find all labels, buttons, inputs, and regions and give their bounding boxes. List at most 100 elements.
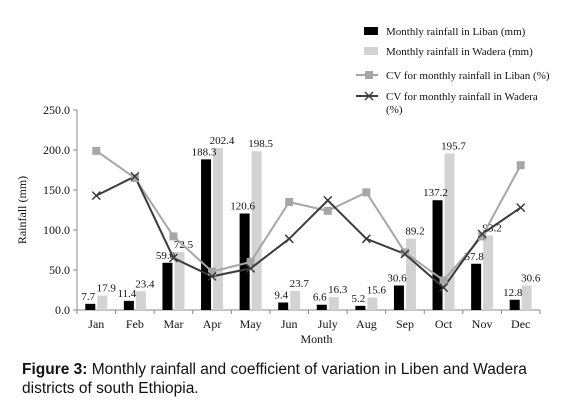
x-tick-label: Sep — [396, 317, 414, 331]
x-tick-label: July — [318, 317, 338, 331]
x-tick-label: Feb — [126, 317, 144, 331]
bar-wadera — [367, 297, 378, 310]
bar-wadera — [483, 235, 494, 310]
cv-marker-wadera — [439, 283, 449, 293]
data-label-liban: 30.6 — [387, 273, 407, 285]
figure-caption: Figure 3: Monthly rainfall and coefficie… — [22, 360, 547, 398]
cv-marker-wadera — [361, 234, 371, 244]
cv-marker-wadera — [130, 171, 140, 181]
data-label-wadera: 15.6 — [367, 285, 387, 297]
y-tick-label: 150.0 — [43, 183, 70, 197]
data-label-wadera: 30.6 — [521, 273, 541, 285]
legend-swatch-wadera-rainfall — [364, 47, 378, 55]
bar-liban — [432, 200, 443, 310]
data-label-liban: 6.6 — [313, 292, 327, 304]
bar-wadera — [405, 238, 416, 310]
data-label-liban: 57.8 — [465, 251, 485, 263]
bar-liban — [123, 300, 134, 310]
cv-marker-liban — [130, 174, 139, 182]
data-label-wadera: 195.7 — [441, 140, 466, 152]
y-tick-label: 100.0 — [43, 223, 70, 237]
bar-liban — [201, 159, 212, 310]
cv-marker-wadera — [516, 203, 526, 213]
data-label-liban: 12.8 — [503, 287, 523, 299]
x-tick-label: Oct — [435, 317, 453, 331]
cv-marker-liban — [516, 161, 525, 170]
data-label-liban: 5.2 — [352, 293, 366, 305]
bar-wadera — [521, 285, 532, 310]
cv-marker-liban — [439, 276, 448, 285]
bar-wadera — [290, 291, 301, 310]
cv-line-wadera — [95, 175, 522, 290]
cv-marker-wadera — [477, 229, 487, 239]
bar-liban — [509, 299, 520, 310]
bar-liban — [239, 213, 250, 310]
cv-marker-wadera — [400, 249, 410, 259]
data-label-wadera: 17.9 — [97, 283, 117, 295]
x-tick-label: Jun — [281, 317, 298, 331]
data-label-liban: 120.6 — [230, 201, 255, 213]
x-tick-label: Mar — [163, 317, 183, 331]
legend-swatch-liban-rainfall — [364, 27, 378, 35]
data-label-wadera: 23.7 — [290, 278, 310, 290]
x-tick-label: Nov — [472, 317, 493, 331]
bar-liban — [393, 285, 404, 310]
cv-marker-liban — [169, 232, 178, 241]
cv-marker-wadera — [323, 195, 333, 205]
data-label-liban: 137.2 — [423, 187, 448, 199]
cv-marker-wadera — [246, 263, 256, 273]
bar-liban — [278, 302, 289, 310]
bar-wadera — [174, 252, 185, 310]
x-tick-label: May — [240, 317, 262, 331]
legend-label-liban-rainfall: Monthly rainfall in Liban (mm) — [386, 26, 526, 38]
data-label-liban: 11.4 — [117, 288, 136, 300]
legend-label-liban-cv: CV for monthly rainfall in Liban (%) — [386, 70, 550, 82]
x-tick-label: Jan — [88, 317, 104, 331]
x-tick-label: Aug — [356, 317, 377, 331]
data-label-wadera: 23.4 — [135, 278, 155, 290]
legend-marker-liban-cv — [365, 71, 373, 79]
cv-line-liban — [95, 149, 522, 282]
y-tick-label: 0.0 — [55, 303, 70, 317]
legend-marker-wadera-cv — [364, 91, 374, 101]
y-axis-title: Rainfall (mm) — [15, 176, 29, 244]
bar-wadera — [444, 153, 455, 310]
bar-wadera — [97, 295, 108, 310]
cv-marker-liban — [323, 206, 332, 215]
data-label-liban: 7.7 — [81, 291, 95, 303]
bar-liban — [355, 305, 366, 310]
bar-wadera — [213, 148, 224, 310]
cv-marker-liban — [400, 248, 409, 257]
cv-marker-liban — [362, 188, 371, 197]
data-label-wadera: 198.5 — [248, 138, 273, 150]
x-tick-label: Apr — [203, 317, 222, 331]
data-label-liban: 9.4 — [274, 289, 288, 301]
data-label-wadera: 89.2 — [405, 226, 424, 238]
y-tick-label: 200.0 — [43, 143, 70, 157]
cv-marker-liban — [246, 258, 255, 266]
cv-marker-wadera — [207, 271, 217, 281]
bar-wadera — [328, 296, 339, 310]
caption-label: Figure 3: — [22, 361, 88, 378]
y-tick-label: 50.0 — [49, 263, 70, 277]
cv-marker-liban — [478, 232, 487, 241]
bar-liban — [471, 263, 482, 310]
data-label-wadera: 16.3 — [328, 284, 348, 296]
bar-liban — [316, 304, 327, 310]
cv-marker-wadera — [91, 191, 101, 201]
caption-text: Monthly rainfall and coefficient of vari… — [22, 361, 527, 397]
cv-marker-liban — [285, 198, 294, 206]
data-label-liban: 188.3 — [192, 146, 217, 158]
cv-marker-wadera — [284, 234, 294, 244]
legend-label-wadera-rainfall: Monthly rainfall in Wadera (mm) — [386, 46, 533, 58]
x-tick-label: Dec — [511, 317, 530, 331]
y-tick-label: 250.0 — [43, 103, 70, 117]
bar-liban — [162, 262, 173, 310]
cv-marker-wadera — [168, 253, 178, 263]
legend-label-wadera-cv: CV for monthly rainfall in Wadera (%) — [386, 91, 538, 116]
data-label-wadera: 202.4 — [210, 135, 235, 147]
bar-wadera — [251, 151, 262, 310]
bar-liban — [85, 303, 96, 310]
